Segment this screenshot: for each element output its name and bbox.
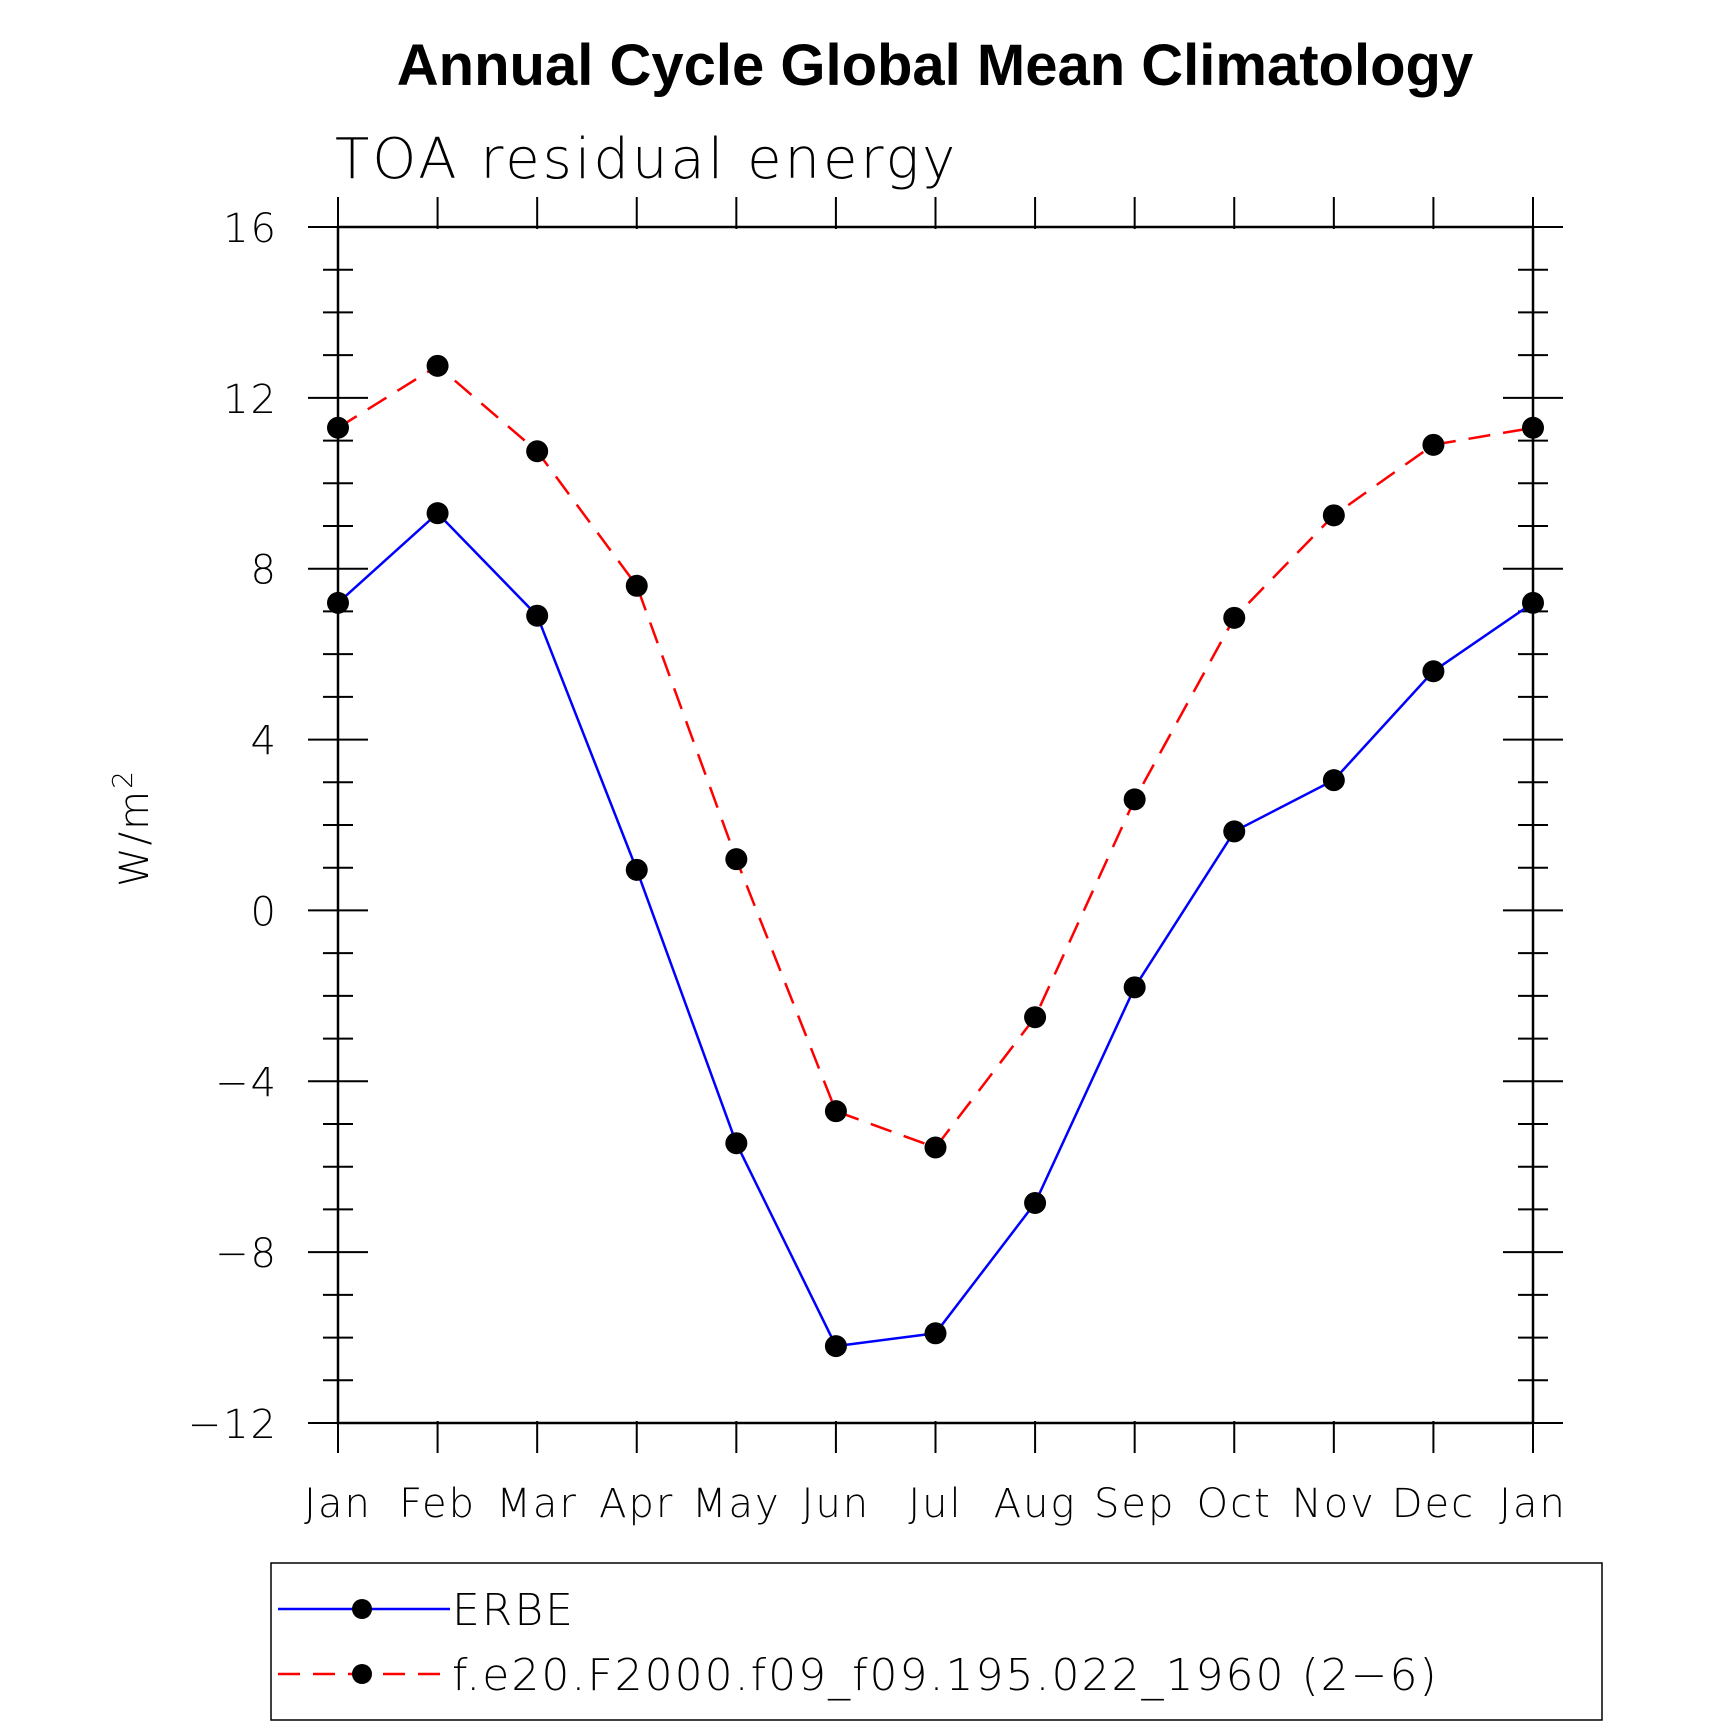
y-axis-label-base: W/m	[112, 789, 158, 887]
plot-frame	[336, 225, 1535, 1425]
data-point-erbe	[1422, 660, 1445, 683]
x-tick-label: Apr	[599, 1481, 674, 1527]
data-point-erbe	[725, 1132, 748, 1155]
y-tick-label: −4	[215, 1060, 278, 1106]
legend-label-erbe: ERBE	[452, 1585, 575, 1636]
x-tick-label: Jan	[304, 1481, 372, 1527]
data-point-erbe	[426, 502, 449, 525]
data-point-erbe	[625, 858, 648, 881]
data-point-erbe	[824, 1335, 847, 1358]
data-point-erbe	[1322, 769, 1345, 792]
legend-box	[270, 1562, 1603, 1721]
data-point-model	[1522, 416, 1544, 439]
x-tick-labels: Jan Feb Mar Apr May Jun Jul Aug Sep Oct Nov Dec Jan	[304, 1481, 1567, 1527]
legend-marker-erbe	[352, 1599, 372, 1619]
series-markers	[327, 354, 1544, 1358]
data-point-model	[924, 1136, 947, 1159]
data-point-erbe	[526, 604, 549, 627]
y-axis-label: W/m2	[106, 769, 158, 887]
legend-label-model: f.e20.F2000.f09_f09.195.022_1960 (2−6)	[452, 1650, 1439, 1701]
x-tick-label: Jun	[802, 1481, 871, 1527]
data-point-erbe	[1223, 820, 1246, 843]
data-point-model	[1322, 504, 1345, 527]
data-point-model	[625, 574, 648, 597]
data-point-erbe	[1522, 591, 1544, 614]
y-tick-label: 4	[251, 719, 278, 765]
x-tick-label: Oct	[1197, 1481, 1272, 1527]
x-tick-label: Dec	[1392, 1481, 1475, 1527]
x-tick-label: Mar	[496, 1481, 577, 1527]
data-point-model	[1223, 606, 1246, 629]
chart-title: Annual Cycle Global Mean Climatology	[397, 33, 1473, 98]
data-point-erbe	[1024, 1192, 1047, 1215]
data-point-model	[327, 416, 349, 439]
y-tick-label: −12	[188, 1402, 278, 1448]
svg-text:W/m2: W/m2	[106, 769, 158, 887]
x-tick-label: Aug	[994, 1481, 1077, 1527]
y-axis-label-superscript: 2	[106, 769, 139, 789]
data-point-model	[824, 1100, 847, 1123]
x-tick-label: Nov	[1292, 1481, 1376, 1527]
data-point-erbe	[327, 591, 349, 614]
x-tick-label: Jan	[1499, 1481, 1567, 1527]
x-tick-label: Feb	[399, 1481, 476, 1527]
chart-subtitle: TOA residual energy	[335, 127, 958, 192]
axis-ticks	[308, 197, 1563, 1453]
y-tick-label: 0	[251, 889, 278, 935]
data-point-erbe	[924, 1322, 947, 1345]
x-tick-label: Jul	[908, 1481, 962, 1527]
data-point-erbe	[1123, 976, 1146, 999]
x-tick-label: May	[692, 1481, 781, 1527]
y-tick-labels: 16 12 8 4 0 −4 −8 −12	[188, 206, 278, 1448]
y-tick-label: −8	[215, 1231, 278, 1277]
data-point-model	[1123, 788, 1146, 811]
x-tick-label: Sep	[1094, 1481, 1175, 1527]
data-point-model	[526, 440, 549, 463]
data-point-model	[1422, 433, 1445, 456]
y-tick-label: 16	[223, 206, 278, 252]
data-point-model	[426, 354, 449, 377]
legend: ERBE f.e20.F2000.f09_f09.195.022_1960 (2…	[270, 1562, 1603, 1721]
legend-marker-model	[352, 1664, 372, 1684]
data-point-model	[725, 848, 748, 871]
y-tick-label: 8	[251, 548, 278, 594]
series-line-erbe	[337, 511, 1534, 1348]
series-lines	[337, 364, 1534, 1348]
y-tick-label: 12	[223, 377, 278, 423]
data-point-model	[1024, 1006, 1047, 1029]
